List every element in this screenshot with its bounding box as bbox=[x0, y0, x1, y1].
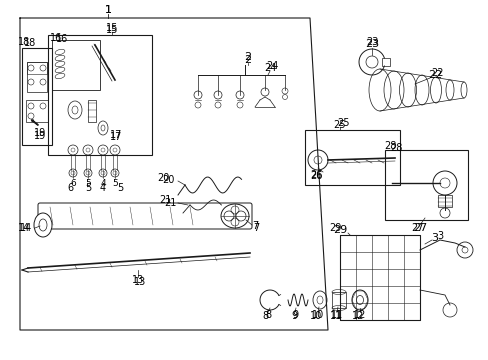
Text: 28: 28 bbox=[383, 141, 395, 151]
Text: 8: 8 bbox=[262, 311, 267, 321]
Text: 19: 19 bbox=[34, 131, 46, 141]
Text: 21: 21 bbox=[159, 195, 171, 205]
Bar bbox=[331, 292, 346, 308]
Text: 1: 1 bbox=[104, 5, 111, 15]
Text: 2: 2 bbox=[244, 55, 251, 65]
Text: 25: 25 bbox=[336, 118, 348, 128]
Text: 9: 9 bbox=[291, 310, 298, 320]
Text: 6: 6 bbox=[70, 179, 76, 188]
Bar bbox=[26, 100, 48, 122]
Text: 9: 9 bbox=[290, 311, 296, 321]
Bar bbox=[27, 62, 47, 74]
Text: 3: 3 bbox=[436, 231, 442, 241]
Text: 4: 4 bbox=[100, 179, 105, 188]
Bar bbox=[22, 48, 52, 145]
Text: 11: 11 bbox=[329, 311, 342, 321]
Text: 3: 3 bbox=[430, 233, 438, 243]
Text: 13: 13 bbox=[132, 275, 144, 285]
Text: 29: 29 bbox=[332, 225, 346, 235]
Text: 15: 15 bbox=[105, 25, 118, 35]
Text: 6: 6 bbox=[67, 183, 73, 193]
Text: 2: 2 bbox=[244, 52, 251, 62]
Ellipse shape bbox=[221, 204, 248, 228]
Text: 13: 13 bbox=[134, 277, 146, 287]
Text: 24: 24 bbox=[265, 61, 278, 71]
FancyArrow shape bbox=[31, 120, 38, 125]
Bar bbox=[48, 35, 152, 155]
Text: 21: 21 bbox=[163, 198, 176, 208]
Text: 23: 23 bbox=[365, 37, 377, 47]
Text: 8: 8 bbox=[264, 310, 270, 320]
Text: 17: 17 bbox=[110, 132, 122, 142]
Text: 16: 16 bbox=[56, 34, 68, 44]
Text: 5: 5 bbox=[85, 183, 91, 193]
Text: 20: 20 bbox=[162, 175, 174, 185]
Bar bbox=[384, 150, 467, 220]
Text: 7: 7 bbox=[252, 223, 259, 233]
Text: 5: 5 bbox=[85, 179, 91, 188]
Text: 26: 26 bbox=[309, 171, 322, 181]
Text: 1: 1 bbox=[104, 5, 111, 15]
Text: 4: 4 bbox=[100, 183, 106, 193]
Text: 22: 22 bbox=[430, 68, 442, 78]
Text: 27: 27 bbox=[412, 223, 426, 233]
Text: 12: 12 bbox=[351, 311, 364, 321]
Text: 10: 10 bbox=[309, 311, 322, 321]
Text: 23: 23 bbox=[364, 39, 378, 49]
Text: 5: 5 bbox=[112, 179, 118, 188]
Text: 7: 7 bbox=[251, 221, 258, 231]
Bar bbox=[437, 195, 451, 207]
Text: 25: 25 bbox=[333, 120, 346, 130]
Text: 22: 22 bbox=[427, 70, 441, 80]
Text: 18: 18 bbox=[24, 38, 36, 48]
Text: 29: 29 bbox=[328, 223, 341, 233]
Bar bbox=[88, 100, 96, 122]
Text: 28: 28 bbox=[389, 143, 402, 153]
Text: 18: 18 bbox=[18, 37, 30, 47]
Text: 15: 15 bbox=[105, 23, 118, 33]
Text: 12: 12 bbox=[353, 310, 366, 320]
Bar bbox=[381, 58, 389, 66]
Bar bbox=[339, 235, 419, 320]
Text: 16: 16 bbox=[50, 33, 62, 43]
Text: 24: 24 bbox=[263, 63, 276, 73]
Text: 14: 14 bbox=[20, 223, 32, 233]
Bar bbox=[52, 40, 100, 90]
Text: 26: 26 bbox=[309, 170, 322, 180]
Text: 17: 17 bbox=[110, 130, 122, 140]
Bar bbox=[305, 130, 399, 185]
Bar bbox=[27, 62, 47, 92]
Text: 27: 27 bbox=[411, 223, 424, 233]
Text: 10: 10 bbox=[311, 310, 324, 320]
Text: 11: 11 bbox=[330, 310, 343, 320]
Text: 20: 20 bbox=[157, 173, 169, 183]
Text: 5: 5 bbox=[117, 183, 123, 193]
Text: 19: 19 bbox=[34, 128, 46, 138]
Text: 14: 14 bbox=[18, 223, 30, 233]
Ellipse shape bbox=[34, 213, 52, 237]
